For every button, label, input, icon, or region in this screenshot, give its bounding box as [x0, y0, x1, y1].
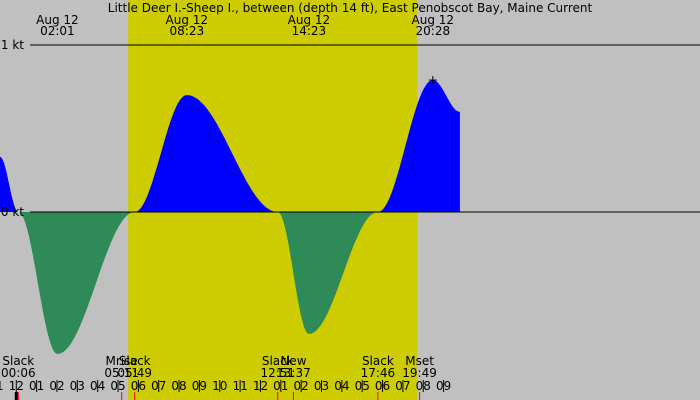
event-name-label: Slack: [2, 354, 34, 368]
event-name-label: Mset: [405, 354, 434, 368]
hour-tick-label: 07: [395, 379, 410, 393]
hour-tick-label: 04: [90, 379, 105, 393]
event-time-label: 05:11: [104, 366, 139, 380]
peak-date-label: Aug 12: [412, 13, 455, 27]
event-time-label: 13:37: [276, 366, 311, 380]
event-name-label: New: [280, 354, 306, 368]
peak-date-label: Aug 12: [288, 13, 331, 27]
chart-title: Little Deer I.-Sheep I., between (depth …: [108, 1, 593, 15]
ebb-area-1: [19, 212, 136, 354]
peak-time-label: 02:01: [40, 24, 75, 38]
flood-area-0: [0, 156, 20, 212]
hour-tick-label: 11: [0, 379, 4, 393]
peak-date-label: Aug 12: [166, 13, 209, 27]
hour-tick-label: 02: [49, 379, 64, 393]
event-name-label: Slack: [262, 354, 294, 368]
hour-tick-label: 03: [70, 379, 85, 393]
event-time-label: 05:49: [117, 366, 152, 380]
event-name-label: Slack: [119, 354, 151, 368]
peak-time-label: 20:28: [416, 24, 451, 38]
event-time-label: 17:46: [361, 366, 396, 380]
hour-tick-label: 06: [375, 379, 390, 393]
peak-time-label: 14:23: [292, 24, 327, 38]
event-time-label: 00:06: [1, 366, 36, 380]
hour-tick-label: 09: [436, 379, 451, 393]
y-tick-label: 1 kt: [1, 38, 24, 52]
midnight-marker: [14, 392, 18, 400]
y-tick-label: 0 kt: [1, 205, 24, 219]
hour-tick-label: 01: [273, 379, 288, 393]
hour-tick-label: 05: [110, 379, 125, 393]
hour-tick-label: 12: [253, 379, 268, 393]
flood-area-4: [379, 80, 460, 212]
hour-tick-label: 08: [416, 379, 431, 393]
hour-tick-label: 05: [355, 379, 370, 393]
event-time-label: 19:49: [402, 366, 437, 380]
hour-tick-label: 06: [131, 379, 146, 393]
hour-tick-label: 10: [212, 379, 227, 393]
event-time-label: 12:51: [260, 366, 295, 380]
hour-tick-label: 08: [171, 379, 186, 393]
hour-tick-label: 01: [29, 379, 44, 393]
hour-tick-label: 04: [334, 379, 349, 393]
hour-tick-label: 03: [314, 379, 329, 393]
hour-tick-label: 07: [151, 379, 166, 393]
flood-area-2: [136, 95, 279, 212]
hour-tick-label: 11: [232, 379, 247, 393]
ebb-area-3: [278, 212, 380, 334]
event-name-label: Mrise: [106, 354, 138, 368]
event-name-label: Slack: [362, 354, 394, 368]
hour-tick-label: 02: [294, 379, 309, 393]
peak-time-label: 08:23: [170, 24, 205, 38]
peak-date-label: Aug 12: [36, 13, 79, 27]
hour-tick-label: 09: [192, 379, 207, 393]
hour-tick-label: 12: [9, 379, 24, 393]
